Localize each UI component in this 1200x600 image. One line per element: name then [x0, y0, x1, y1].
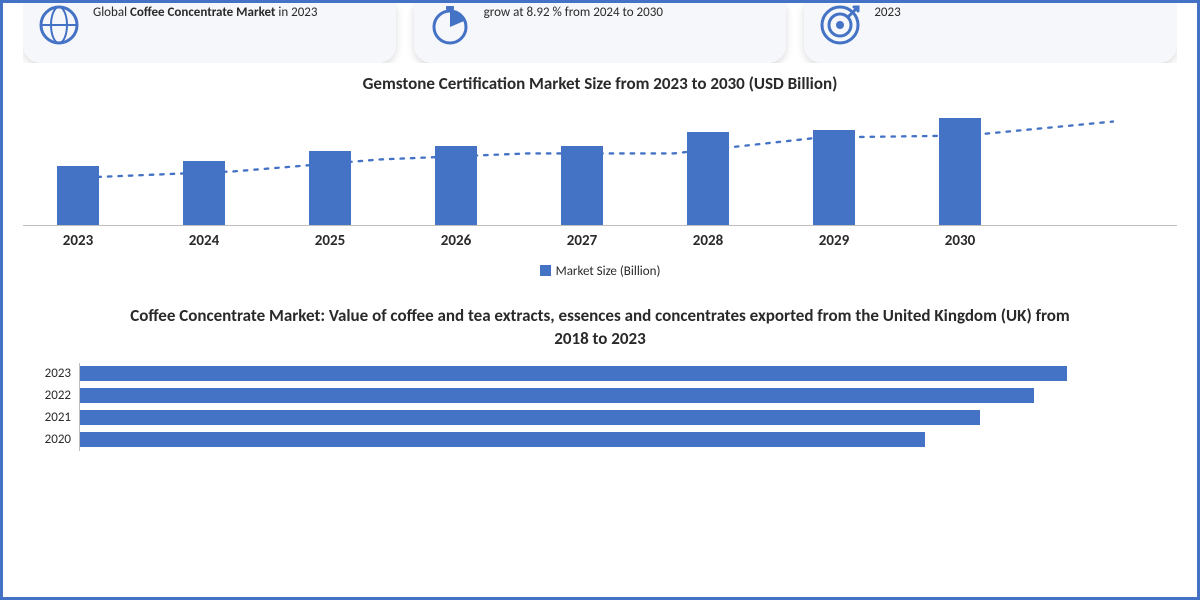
chart-title: Gemstone Certification Market Size from …: [23, 73, 1177, 94]
chart-legend: Market Size (Billion): [23, 264, 1177, 279]
card-text-post: is valued at 3.42 Bn in 2023: [874, 3, 1137, 20]
hbar-row: 2020: [23, 429, 1177, 451]
bar: [183, 161, 225, 225]
y-tick-label: 2023: [23, 366, 79, 381]
hbar-row: 2021: [23, 407, 1177, 429]
export-value-chart: Coffee Concentrate Market: Value of coff…: [23, 305, 1177, 451]
market-size-chart: Gemstone Certification Market Size from …: [23, 73, 1177, 279]
bar-area: [79, 363, 1177, 385]
hbar: [80, 410, 980, 425]
target-icon: [818, 3, 862, 47]
legend-swatch: [540, 265, 551, 276]
x-tick-label: 2025: [309, 232, 351, 250]
info-card-value: Coffee Concentrate Market is valued at 3…: [804, 3, 1177, 63]
x-tick-label: 2027: [561, 232, 603, 250]
globe-icon: [37, 3, 81, 47]
bar-area: [79, 407, 1177, 429]
info-card-region: North America has been the dominant regi…: [23, 3, 396, 63]
hbar: [80, 432, 925, 447]
card-text-bold: Coffee Concentrate Market: [484, 3, 629, 4]
chart-title: Coffee Concentrate Market: Value of coff…: [23, 305, 1177, 351]
chart-x-axis: 2023 2024 2025 2026 2027 2028 2029 2030: [23, 226, 1177, 250]
y-tick-label: 2021: [23, 410, 79, 425]
card-text-post: in 2023: [275, 5, 317, 20]
hbar: [80, 388, 1034, 403]
hbar: [80, 366, 1067, 381]
x-tick-label: 2030: [939, 232, 981, 250]
bar: [57, 166, 99, 225]
x-tick-label: 2029: [813, 232, 855, 250]
bar-area: [79, 385, 1177, 407]
info-cards-row: North America has been the dominant regi…: [23, 3, 1177, 63]
stopwatch-icon: [428, 3, 472, 47]
bar: [939, 118, 981, 225]
bar: [561, 146, 603, 225]
legend-label: Market Size (Billion): [556, 264, 661, 279]
bar: [309, 151, 351, 225]
x-tick-label: 2023: [57, 232, 99, 250]
hbar-row: 2023: [23, 363, 1177, 385]
chart-plot-area: [23, 106, 1177, 226]
bar: [687, 132, 729, 225]
card-text-post: revenue is expected to grow at 8.92 % fr…: [484, 3, 752, 20]
info-card-text: North America has been the dominant regi…: [93, 3, 382, 22]
bar: [435, 146, 477, 225]
hbar-row: 2022: [23, 385, 1177, 407]
y-tick-label: 2022: [23, 388, 79, 403]
y-tick-label: 2020: [23, 432, 79, 447]
info-card-text: Coffee Concentrate Market revenue is exp…: [484, 3, 773, 22]
x-tick-label: 2028: [687, 232, 729, 250]
bar-area: [79, 429, 1177, 451]
card-text-bold: Coffee Concentrate Market: [130, 5, 275, 20]
x-tick-label: 2024: [183, 232, 225, 250]
info-card-growth: Coffee Concentrate Market revenue is exp…: [414, 3, 787, 63]
info-card-text: Coffee Concentrate Market is valued at 3…: [874, 3, 1163, 22]
x-tick-label: 2026: [435, 232, 477, 250]
bar: [813, 130, 855, 225]
chart-rows: 2023 2022 2021 2020: [23, 363, 1177, 451]
card-text-bold: Coffee Concentrate Market: [874, 3, 1019, 4]
